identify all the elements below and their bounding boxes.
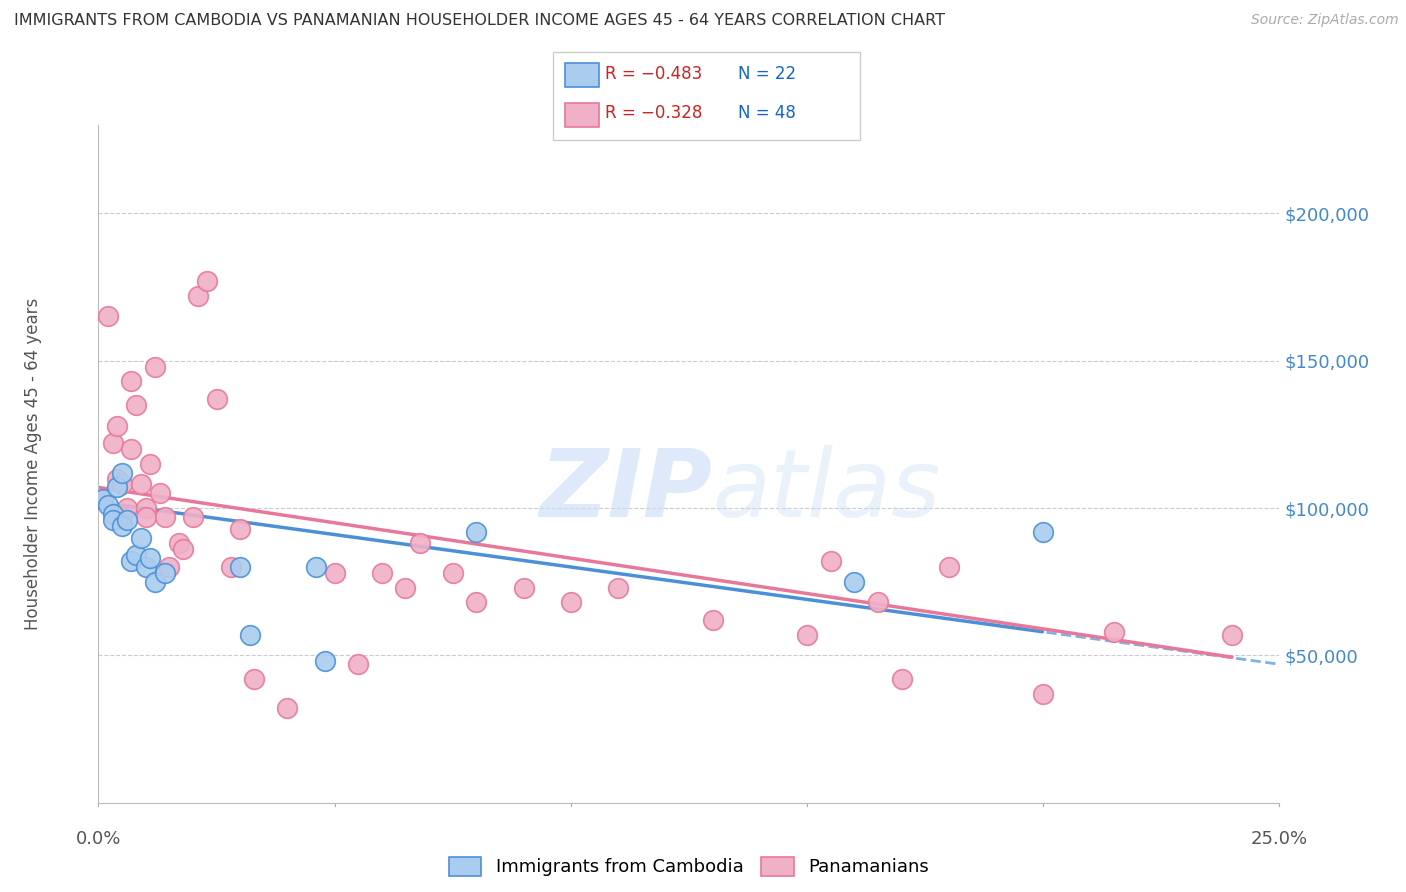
Point xyxy=(195,274,218,288)
Point xyxy=(229,560,252,574)
Text: Source: ZipAtlas.com: Source: ZipAtlas.com xyxy=(1251,13,1399,28)
Point xyxy=(1220,628,1243,642)
Point xyxy=(441,566,464,580)
Point xyxy=(139,457,162,471)
Legend: Immigrants from Cambodia, Panamanians: Immigrants from Cambodia, Panamanians xyxy=(443,852,935,882)
Point xyxy=(560,595,582,609)
Point xyxy=(607,581,630,595)
Point xyxy=(105,480,128,494)
Text: ZIP: ZIP xyxy=(540,445,713,537)
Point xyxy=(243,672,266,686)
Point xyxy=(347,657,370,672)
Point xyxy=(187,289,209,303)
Point xyxy=(91,492,114,507)
Point xyxy=(129,477,152,491)
Point xyxy=(101,436,124,450)
Point xyxy=(890,672,912,686)
Point xyxy=(239,628,262,642)
Point xyxy=(465,524,488,539)
Point xyxy=(111,509,134,524)
Point xyxy=(97,498,120,512)
Point xyxy=(143,359,166,374)
Point xyxy=(276,701,298,715)
Text: R = −0.483: R = −0.483 xyxy=(605,65,702,83)
Text: atlas: atlas xyxy=(713,445,941,536)
Point xyxy=(111,466,134,480)
Point xyxy=(139,551,162,566)
Point xyxy=(167,536,190,550)
Point xyxy=(1032,687,1054,701)
Point xyxy=(101,507,124,521)
Point xyxy=(125,548,148,562)
Point xyxy=(143,574,166,589)
Point xyxy=(181,509,204,524)
Point xyxy=(820,554,842,568)
Text: R = −0.328: R = −0.328 xyxy=(605,104,702,122)
Point xyxy=(105,418,128,433)
Point xyxy=(115,513,138,527)
Point xyxy=(394,581,416,595)
Point xyxy=(408,536,430,550)
Point xyxy=(844,574,866,589)
Point xyxy=(135,509,157,524)
Point xyxy=(125,398,148,412)
Text: IMMIGRANTS FROM CAMBODIA VS PANAMANIAN HOUSEHOLDER INCOME AGES 45 - 64 YEARS COR: IMMIGRANTS FROM CAMBODIA VS PANAMANIAN H… xyxy=(14,13,945,29)
Point xyxy=(305,560,328,574)
Point xyxy=(129,531,152,545)
Point xyxy=(111,477,134,491)
Point xyxy=(121,374,143,388)
Point xyxy=(91,492,114,507)
Point xyxy=(115,501,138,516)
Text: 25.0%: 25.0% xyxy=(1251,830,1308,848)
Point xyxy=(153,566,176,580)
Text: 0.0%: 0.0% xyxy=(76,830,121,848)
Point xyxy=(111,518,134,533)
Point xyxy=(97,310,120,324)
Point xyxy=(702,613,724,627)
Point xyxy=(205,392,228,406)
Point xyxy=(796,628,818,642)
Text: N = 48: N = 48 xyxy=(738,104,796,122)
Point xyxy=(153,509,176,524)
Point xyxy=(157,560,180,574)
Point xyxy=(371,566,394,580)
Point xyxy=(1032,524,1054,539)
Point xyxy=(149,486,172,500)
Point xyxy=(512,581,534,595)
Point xyxy=(229,522,252,536)
Text: N = 22: N = 22 xyxy=(738,65,796,83)
Point xyxy=(135,501,157,516)
Point xyxy=(465,595,488,609)
Point xyxy=(219,560,242,574)
Point xyxy=(101,513,124,527)
Point xyxy=(121,442,143,456)
Point xyxy=(323,566,346,580)
Point xyxy=(121,554,143,568)
Point xyxy=(105,472,128,486)
Point xyxy=(866,595,889,609)
Point xyxy=(314,654,336,668)
Point xyxy=(938,560,960,574)
Point xyxy=(135,560,157,574)
Point xyxy=(172,542,194,557)
Text: Householder Income Ages 45 - 64 years: Householder Income Ages 45 - 64 years xyxy=(24,298,42,630)
Point xyxy=(1102,624,1125,639)
